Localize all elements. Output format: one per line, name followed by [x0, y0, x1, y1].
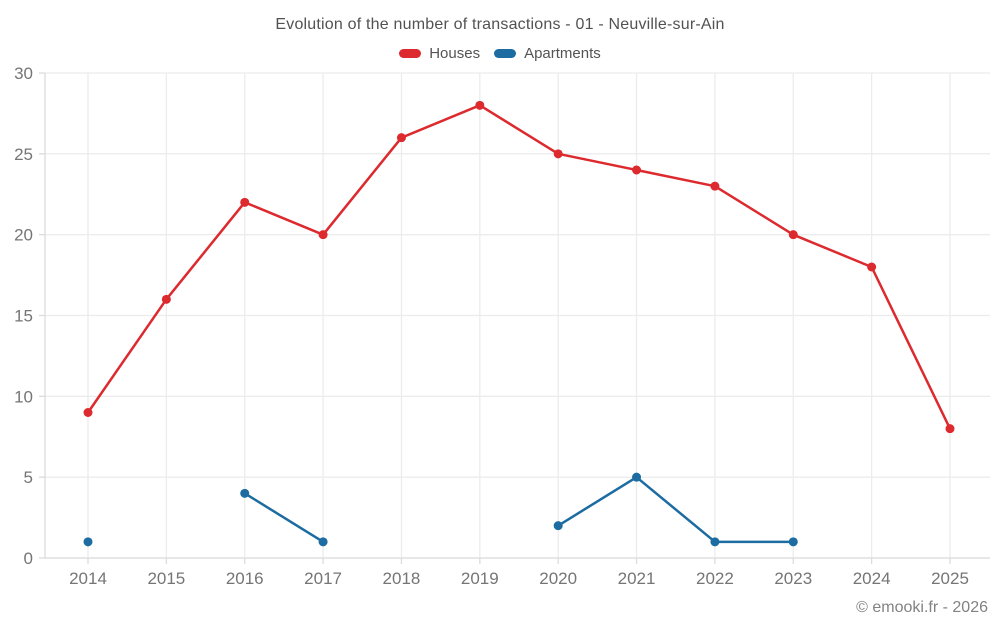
y-axis-tick-label: 15	[14, 307, 33, 326]
x-axis-tick-label: 2024	[853, 569, 891, 588]
data-point-houses-2017[interactable]	[318, 230, 328, 240]
x-axis-tick-label: 2019	[461, 569, 499, 588]
data-point-houses-2023[interactable]	[788, 230, 798, 240]
data-point-houses-2020[interactable]	[553, 149, 563, 159]
x-axis-tick-label: 2023	[774, 569, 812, 588]
legend-item-houses[interactable]: Houses	[399, 45, 480, 62]
y-axis-tick-label: 25	[14, 145, 33, 164]
chart-title: Evolution of the number of transactions …	[275, 16, 725, 33]
data-point-houses-2016[interactable]	[240, 197, 250, 207]
x-axis-tick-label: 2014	[69, 569, 107, 588]
data-point-apartments-2020[interactable]	[553, 521, 563, 531]
data-point-houses-2015[interactable]	[161, 294, 171, 304]
legend-label: Houses	[429, 45, 481, 62]
x-axis-tick-label: 2025	[931, 569, 969, 588]
x-axis-tick-label: 2020	[539, 569, 577, 588]
data-point-houses-2025[interactable]	[945, 424, 955, 434]
axes	[39, 72, 990, 564]
data-point-apartments-2016[interactable]	[240, 488, 250, 498]
legend-label: Apartments	[524, 45, 601, 62]
data-point-apartments-2022[interactable]	[710, 537, 720, 547]
series-houses	[83, 100, 955, 434]
apartments-line	[557, 475, 794, 544]
y-axis-tick-label: 20	[14, 226, 33, 245]
data-point-houses-2014[interactable]	[83, 408, 93, 417]
legend-item-apartments[interactable]: Apartments	[494, 45, 601, 62]
series-apartments	[83, 472, 798, 547]
x-axis-tick-label: 2021	[618, 569, 656, 588]
x-axis-tick-label: 2018	[383, 569, 421, 588]
data-point-apartments-2023[interactable]	[788, 537, 798, 547]
apartments-line	[244, 492, 324, 543]
houses-line	[86, 104, 952, 430]
data-point-houses-2019[interactable]	[475, 100, 485, 110]
data-point-houses-2022[interactable]	[710, 181, 720, 191]
y-axis-tick-label: 0	[24, 549, 33, 568]
data-point-houses-2024[interactable]	[867, 262, 877, 272]
data-point-apartments-2014[interactable]	[83, 537, 93, 547]
gridlines	[45, 72, 990, 559]
x-axis-tick-label: 2016	[226, 569, 264, 588]
y-axis-tick-label: 5	[24, 468, 33, 487]
data-point-houses-2018[interactable]	[396, 133, 406, 143]
y-axis-tick-label: 10	[14, 387, 33, 406]
x-axis-tick-label: 2017	[304, 569, 342, 588]
legend-swatch-houses	[399, 49, 422, 58]
x-axis-tick-label: 2015	[147, 569, 185, 588]
data-point-apartments-2021[interactable]	[632, 472, 642, 482]
y-axis-tick-label: 30	[14, 64, 33, 83]
legend-swatch-apartments	[494, 49, 517, 58]
legend: Houses Apartments	[0, 45, 1000, 62]
data-point-apartments-2017[interactable]	[318, 537, 328, 547]
copyright-notice: © emooki.fr - 2026	[856, 599, 988, 616]
x-axis-tick-label: 2022	[696, 569, 734, 588]
data-point-houses-2021[interactable]	[632, 165, 642, 175]
